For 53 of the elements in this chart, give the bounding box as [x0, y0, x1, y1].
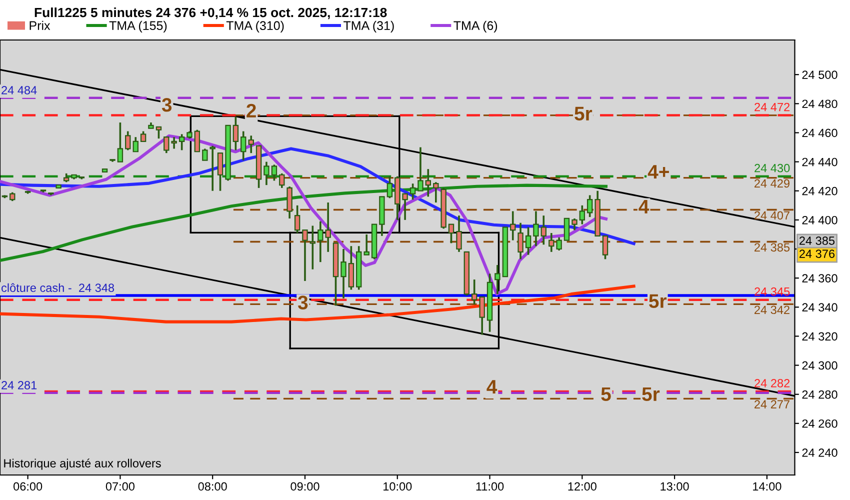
ref-line-label: 24 472	[754, 102, 790, 112]
ref-line-label: 24 345	[754, 287, 790, 296]
x-tick-label: 09:00	[290, 482, 320, 491]
annotation: 5r	[642, 387, 660, 402]
annotation: 24 484	[2, 86, 37, 94]
annotation: 4	[638, 200, 650, 214]
y-tick-label: 24 280	[802, 390, 838, 399]
x-tick-label: 08:00	[198, 482, 227, 491]
x-tick-label: 10:00	[384, 482, 412, 491]
annotation: 5r	[649, 294, 667, 308]
x-tick-label: 07:00	[106, 482, 135, 491]
y-tick-label: 24 340	[802, 303, 838, 312]
y-tick-label: 24 300	[802, 361, 838, 370]
annotation: 24 385	[754, 243, 790, 252]
annotation: 2	[246, 104, 256, 118]
y-tick-label: 24 320	[802, 332, 838, 341]
legend-label: Prix	[30, 20, 50, 30]
annotation: 4	[486, 380, 498, 394]
legend-label: TMA (6)	[454, 20, 498, 32]
ref-line-label: 24 282	[754, 378, 790, 388]
annotation: 5r	[574, 106, 592, 121]
ref-line-label: 24 430	[754, 164, 790, 172]
annotation: 5	[601, 387, 611, 402]
y-tick-label: 24 240	[802, 448, 838, 457]
annotation: 3	[162, 98, 172, 112]
y-tick-label: 24 480	[802, 100, 838, 108]
y-tick-label: 24 260	[802, 419, 838, 428]
x-tick-label: 14:00	[753, 482, 782, 491]
annotation: 24 385	[800, 236, 835, 245]
x-tick-label: 12:00	[568, 482, 596, 491]
x-tick-label: 06:00	[14, 482, 42, 491]
y-tick-label: 24 500	[802, 70, 838, 79]
y-tick-label: 24 400	[802, 216, 838, 224]
annotation: clôture cash - 24 348	[2, 283, 114, 292]
y-tick-label: 24 360	[802, 274, 838, 282]
annotation: 24 407	[754, 211, 790, 220]
legend-label: TMA (31)	[344, 20, 394, 32]
legend-label: TMA (310)	[226, 20, 284, 32]
annotation: 24 281	[2, 381, 37, 390]
annotation: 24 429	[754, 179, 790, 188]
x-tick-label: 13:00	[660, 482, 689, 491]
annotation: 24 342	[754, 306, 790, 314]
text: 24 376	[800, 250, 835, 258]
y-tick-label: 24 460	[802, 128, 838, 138]
y-tick-label: 24 420	[802, 186, 838, 196]
x-tick-label: 11:00	[476, 482, 504, 491]
annotation: 3	[298, 296, 308, 310]
annotation: Historique ajusté aux rollovers	[4, 458, 161, 470]
y-tick-label: 24 440	[802, 158, 838, 166]
annotation: 4+	[648, 165, 669, 178]
chart-title: Full1225 5 minutes 24 376 +0,14 % 15 oct. 2025, 12:17:18	[34, 8, 387, 20]
legend-label: TMA (155)	[109, 20, 167, 32]
annotation: 24 277	[754, 400, 790, 408]
